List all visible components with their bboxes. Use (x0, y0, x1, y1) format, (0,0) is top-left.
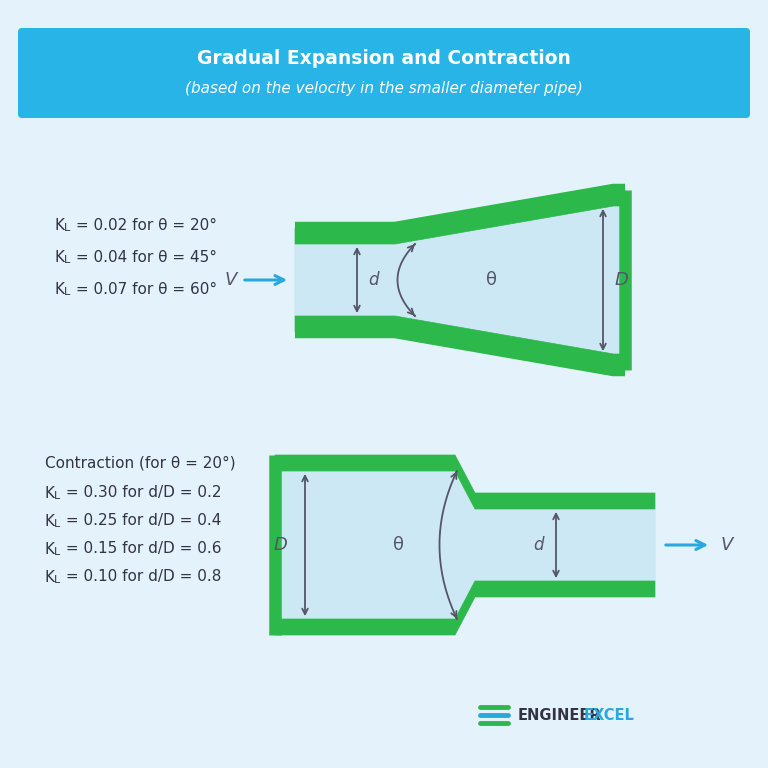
Text: θ: θ (486, 271, 497, 289)
Text: (based on the velocity in the smaller diameter pipe): (based on the velocity in the smaller di… (185, 81, 583, 97)
Text: L: L (54, 575, 60, 585)
Text: L: L (54, 547, 60, 557)
Text: L: L (64, 287, 70, 297)
Text: K: K (45, 570, 55, 584)
Text: = 0.07 for θ = 60°: = 0.07 for θ = 60° (71, 282, 217, 296)
Polygon shape (295, 190, 625, 244)
Polygon shape (295, 206, 625, 354)
Text: = 0.25 for d/D = 0.4: = 0.25 for d/D = 0.4 (61, 514, 221, 528)
Text: K: K (45, 541, 55, 557)
Text: d: d (534, 536, 544, 554)
Polygon shape (275, 471, 655, 619)
Text: V: V (224, 271, 237, 289)
Text: Contraction (for θ = 20°): Contraction (for θ = 20°) (45, 455, 236, 471)
Text: K: K (45, 485, 55, 501)
Text: K: K (45, 514, 55, 528)
Text: L: L (64, 223, 70, 233)
Text: D: D (615, 271, 629, 289)
Text: θ: θ (393, 536, 405, 554)
Text: K: K (55, 217, 65, 233)
Text: d: d (368, 271, 379, 289)
Text: = 0.30 for d/D = 0.2: = 0.30 for d/D = 0.2 (61, 485, 221, 501)
Polygon shape (275, 581, 655, 635)
Polygon shape (275, 455, 655, 509)
Text: K: K (55, 250, 65, 264)
Text: = 0.10 for d/D = 0.8: = 0.10 for d/D = 0.8 (61, 570, 221, 584)
Text: ENGINEER: ENGINEER (518, 707, 601, 723)
Polygon shape (295, 316, 625, 370)
FancyBboxPatch shape (18, 28, 750, 118)
Text: EXCEL: EXCEL (584, 707, 635, 723)
Text: = 0.02 for θ = 20°: = 0.02 for θ = 20° (71, 217, 217, 233)
Text: L: L (64, 255, 70, 265)
Text: L: L (54, 491, 60, 501)
Text: = 0.15 for d/D = 0.6: = 0.15 for d/D = 0.6 (61, 541, 221, 557)
Text: V: V (721, 536, 733, 554)
Text: D: D (273, 536, 287, 554)
Text: Gradual Expansion and Contraction: Gradual Expansion and Contraction (197, 48, 571, 68)
Text: K: K (55, 282, 65, 296)
Text: L: L (54, 519, 60, 529)
Text: = 0.04 for θ = 45°: = 0.04 for θ = 45° (71, 250, 217, 264)
